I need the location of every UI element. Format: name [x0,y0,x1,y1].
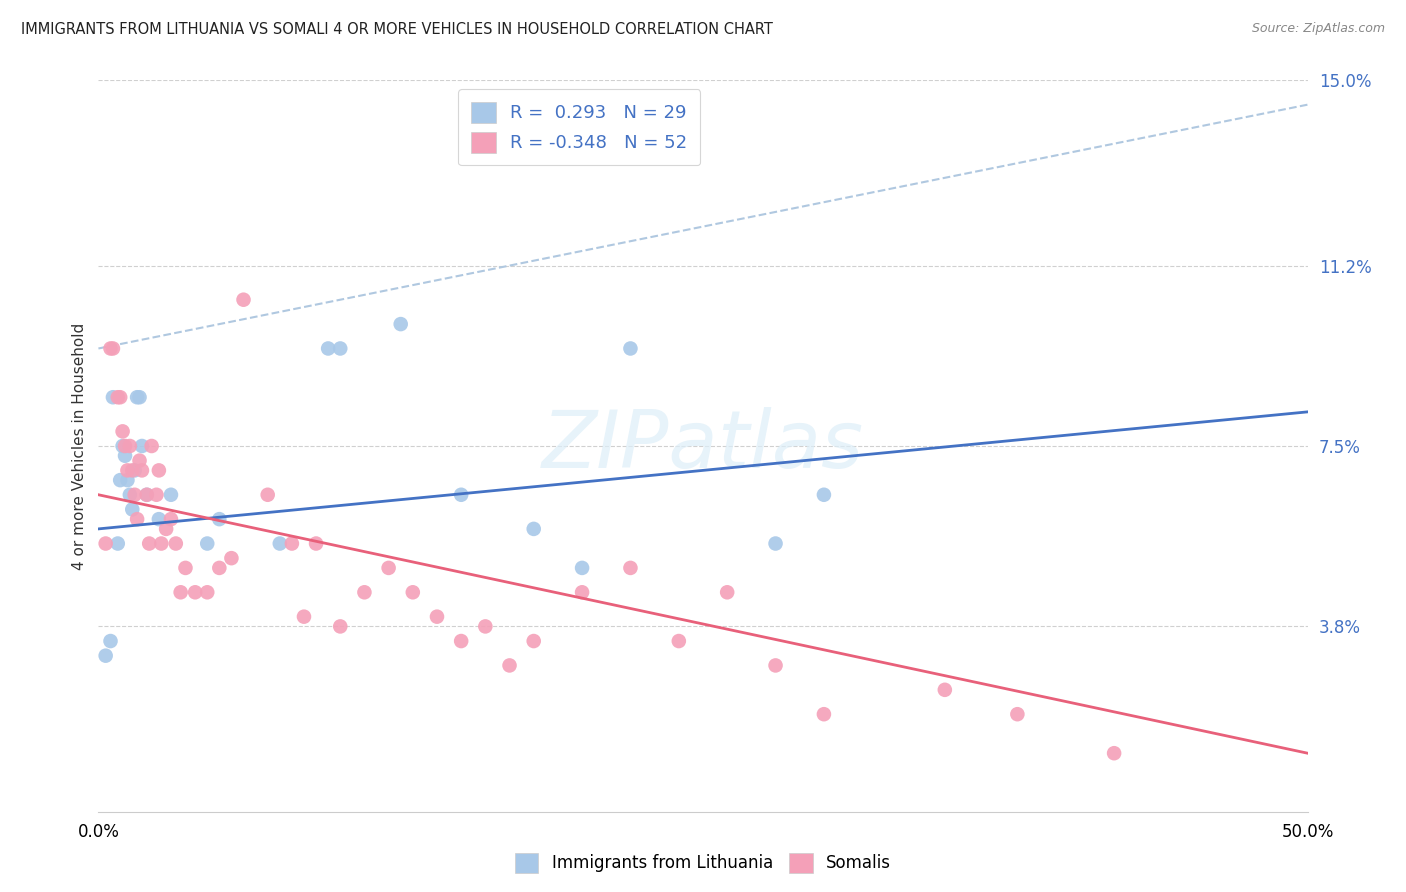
Point [389,317,412,331]
Point [1007,707,1029,722]
Point [100,634,122,648]
Point [101,390,124,404]
Point [118,488,141,502]
Point [256,488,278,502]
Point [208,561,231,575]
Point [221,551,243,566]
Point [169,585,191,599]
Point [269,536,291,550]
Point [619,342,641,356]
Point [619,561,641,575]
Point [148,512,170,526]
Point [150,536,173,550]
Point [101,342,124,356]
Point [716,585,738,599]
Point [208,512,231,526]
Point [117,473,139,487]
Point [155,522,177,536]
Point [402,585,425,599]
Point [127,512,149,526]
Point [474,619,496,633]
Point [131,463,153,477]
Point [107,536,129,550]
Point [571,561,593,575]
Point [160,488,183,502]
Point [100,342,122,356]
Point [765,658,787,673]
Point [128,390,150,404]
Y-axis label: 4 or more Vehicles in Household: 4 or more Vehicles in Household [72,322,87,570]
Point [145,488,167,502]
Point [128,453,150,467]
Point [316,342,339,356]
Point [498,658,520,673]
Text: IMMIGRANTS FROM LITHUANIA VS SOMALI 4 OR MORE VEHICLES IN HOUSEHOLD CORRELATION : IMMIGRANTS FROM LITHUANIA VS SOMALI 4 OR… [21,22,773,37]
Point [118,439,141,453]
Point [353,585,375,599]
Point [131,439,153,453]
Point [127,390,149,404]
Point [1102,746,1125,760]
Point [765,536,787,550]
Point [450,634,472,648]
Point [148,463,170,477]
Point [141,439,163,453]
Point [121,502,143,516]
Point [571,585,593,599]
Point [108,473,131,487]
Point [450,488,472,502]
Point [117,463,139,477]
Point [138,536,160,550]
Point [174,561,197,575]
Point [107,390,129,404]
Point [329,619,352,633]
Point [184,585,207,599]
Legend: R =  0.293   N = 29, R = -0.348   N = 52: R = 0.293 N = 29, R = -0.348 N = 52 [458,89,700,165]
Text: ZIPatlas: ZIPatlas [541,407,865,485]
Point [124,463,146,477]
Point [232,293,254,307]
Point [114,439,136,453]
Point [292,609,315,624]
Point [135,488,157,502]
Point [195,585,218,599]
Point [426,609,449,624]
Point [523,522,546,536]
Point [195,536,218,550]
Point [135,488,157,502]
Point [281,536,304,550]
Point [108,390,131,404]
Point [160,512,183,526]
Point [111,439,134,453]
Point [305,536,328,550]
Point [121,463,143,477]
Point [94,648,117,663]
Point [165,536,187,550]
Point [114,449,136,463]
Point [124,488,146,502]
Text: Source: ZipAtlas.com: Source: ZipAtlas.com [1251,22,1385,36]
Point [377,561,399,575]
Point [94,536,117,550]
Point [523,634,546,648]
Legend: Immigrants from Lithuania, Somalis: Immigrants from Lithuania, Somalis [508,847,898,880]
Point [813,488,835,502]
Point [934,682,956,697]
Point [329,342,352,356]
Point [111,425,134,439]
Point [813,707,835,722]
Point [668,634,690,648]
